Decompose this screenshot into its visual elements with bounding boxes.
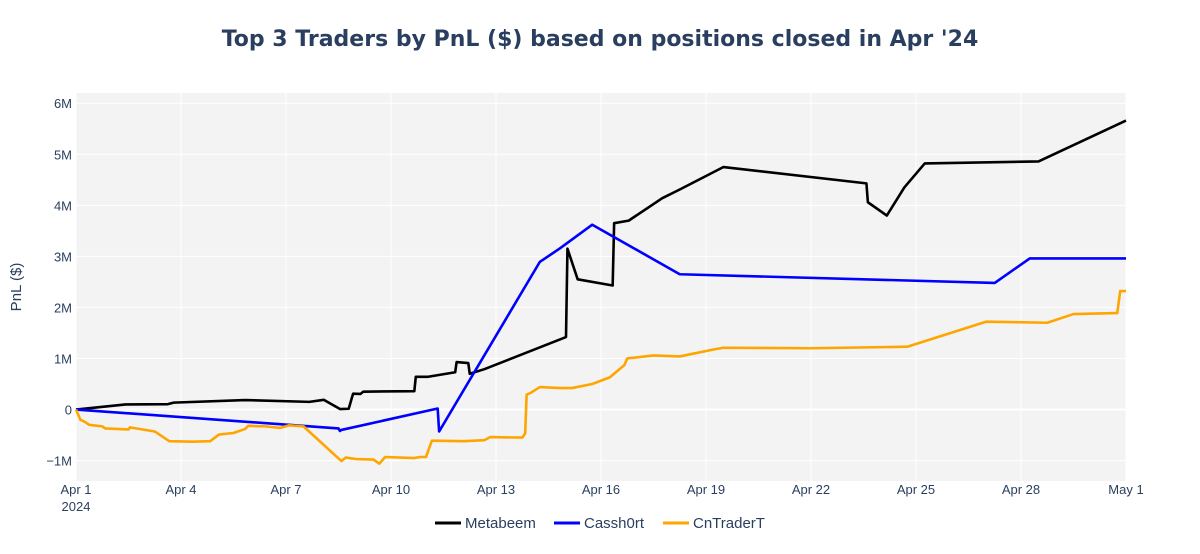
y-tick-label: −1M xyxy=(46,454,72,469)
x-tick-label: Apr 25 xyxy=(897,482,935,497)
y-tick-label: 5M xyxy=(54,147,72,162)
y-tick-labels: −1M 0 1M 2M 3M 4M 5M 6M xyxy=(46,96,72,468)
y-tick-label: 2M xyxy=(54,300,72,315)
x-tick-label: Apr 4 xyxy=(165,482,196,497)
series-line-metabeem xyxy=(75,119,1127,411)
x-tick-sublabel: 2024 xyxy=(62,499,91,514)
legend[interactable]: Metabeem Cassh0rt CnTraderT xyxy=(435,515,765,532)
x-gridlines xyxy=(75,93,1127,481)
x-tick-labels: Apr 1 2024 Apr 4 Apr 7 Apr 10 Apr 13 Apr 16 Apr… xyxy=(60,482,1143,514)
x-tick-label: Apr 28 xyxy=(1002,482,1040,497)
y-tick-label: 1M xyxy=(54,351,72,366)
y-tick-label: 3M xyxy=(54,249,72,264)
series-lines xyxy=(74,119,1127,465)
x-tick-label: Apr 13 xyxy=(477,482,515,497)
x-tick-label: Apr 1 xyxy=(60,482,91,497)
chart-title: Top 3 Traders by PnL ($) based on positi… xyxy=(222,27,979,52)
y-axis-title: PnL ($) xyxy=(8,263,25,312)
series-line-cassh0rt xyxy=(75,223,1126,433)
y-tick-label: 6M xyxy=(54,96,72,111)
legend-label: Metabeem xyxy=(465,515,536,532)
y-tick-label: 0 xyxy=(65,403,72,418)
legend-item-metabeem[interactable]: Metabeem xyxy=(435,515,536,532)
x-tick-label: Apr 10 xyxy=(372,482,410,497)
series-line-cntradert xyxy=(74,289,1126,465)
x-tick-label: Apr 7 xyxy=(270,482,301,497)
x-tick-label: Apr 22 xyxy=(792,482,830,497)
y-tick-label: 4M xyxy=(54,198,72,213)
legend-item-cntradert[interactable]: CnTraderT xyxy=(663,515,765,532)
legend-item-cassh0rt[interactable]: Cassh0rt xyxy=(554,515,645,532)
x-tick-label: May 1 xyxy=(1108,482,1143,497)
x-tick-label: Apr 16 xyxy=(582,482,620,497)
legend-label: Cassh0rt xyxy=(584,515,645,532)
x-tick-label: Apr 19 xyxy=(687,482,725,497)
y-gridlines xyxy=(76,102,1126,462)
legend-label: CnTraderT xyxy=(693,515,765,532)
